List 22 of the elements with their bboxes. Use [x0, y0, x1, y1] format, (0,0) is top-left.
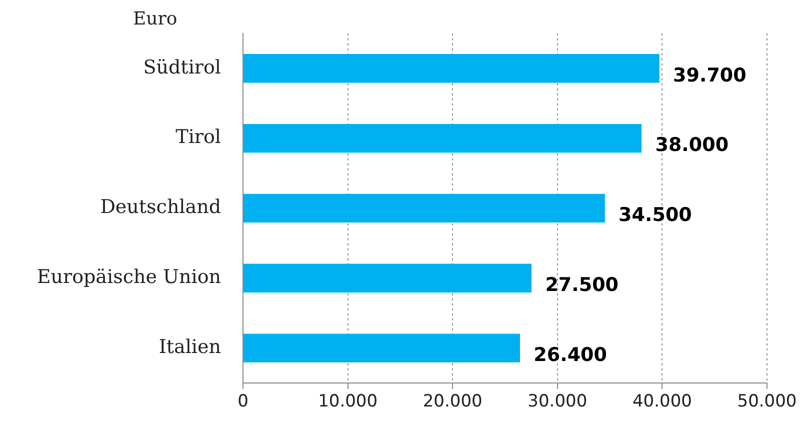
x-tick-label: 0 — [238, 392, 248, 412]
bar — [243, 194, 605, 223]
y-axis-title: Euro — [133, 8, 178, 30]
x-tick-label: 10.000 — [318, 392, 378, 412]
x-tick-label: 50.000 — [737, 392, 797, 412]
x-tick-label: 30.000 — [528, 392, 588, 412]
y-tick-label: Italien — [158, 336, 221, 358]
y-tick-label: Deutschland — [100, 196, 221, 218]
bar — [243, 334, 520, 362]
x-tick-label: 40.000 — [632, 392, 692, 412]
data-label: 38.000 — [655, 134, 729, 156]
data-label: 39.700 — [673, 64, 746, 86]
bar — [243, 54, 660, 83]
y-tick-label: Südtirol — [143, 56, 221, 78]
data-label: 26.400 — [534, 344, 607, 366]
y-tick-label: Europäische Union — [36, 266, 221, 288]
y-tick-label: Tirol — [176, 126, 221, 148]
data-label: 34.500 — [618, 204, 692, 226]
x-tick-label: 20.000 — [422, 392, 482, 412]
data-label: 27.500 — [545, 274, 619, 296]
bar — [243, 264, 532, 292]
bar — [243, 124, 642, 153]
